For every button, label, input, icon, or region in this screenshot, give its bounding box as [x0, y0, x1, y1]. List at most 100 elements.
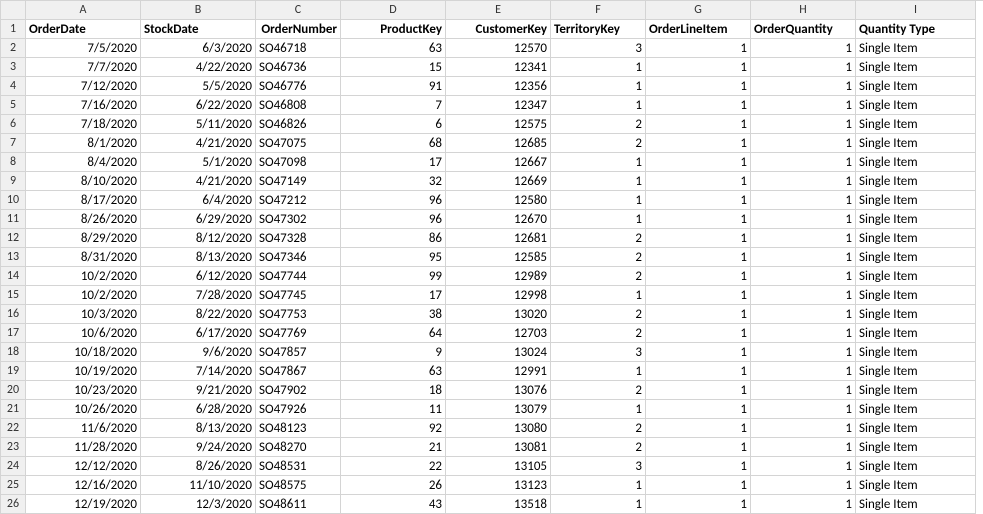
data-cell[interactable]: 1 — [751, 229, 856, 248]
data-cell[interactable]: 6/29/2020 — [141, 210, 256, 229]
data-cell[interactable]: SO47902 — [256, 381, 341, 400]
data-cell[interactable]: 1 — [751, 324, 856, 343]
data-cell[interactable]: 1 — [551, 77, 646, 96]
data-cell[interactable]: 43 — [341, 495, 446, 514]
data-cell[interactable]: 1 — [751, 267, 856, 286]
data-cell[interactable]: SO47346 — [256, 248, 341, 267]
data-cell[interactable]: 92 — [341, 419, 446, 438]
data-cell[interactable]: 13024 — [446, 343, 551, 362]
data-cell[interactable]: Single Item — [856, 210, 976, 229]
data-cell[interactable]: 1 — [751, 77, 856, 96]
data-cell[interactable]: 1 — [646, 248, 751, 267]
data-cell[interactable]: SO47098 — [256, 153, 341, 172]
data-cell[interactable]: 9/21/2020 — [141, 381, 256, 400]
data-cell[interactable]: 13020 — [446, 305, 551, 324]
data-cell[interactable]: 1 — [551, 495, 646, 514]
data-cell[interactable]: 8/26/2020 — [26, 210, 141, 229]
data-cell[interactable]: 1 — [646, 77, 751, 96]
data-cell[interactable]: SO46776 — [256, 77, 341, 96]
data-cell[interactable]: 1 — [646, 153, 751, 172]
data-cell[interactable]: 8/17/2020 — [26, 191, 141, 210]
row-header-8[interactable]: 8 — [1, 153, 26, 172]
data-cell[interactable]: 7/28/2020 — [141, 286, 256, 305]
data-cell[interactable]: SO48575 — [256, 476, 341, 495]
data-cell[interactable]: 1 — [646, 343, 751, 362]
data-cell[interactable]: 7/7/2020 — [26, 58, 141, 77]
row-header-12[interactable]: 12 — [1, 229, 26, 248]
data-cell[interactable]: 1 — [751, 153, 856, 172]
data-cell[interactable]: 9/24/2020 — [141, 438, 256, 457]
data-cell[interactable]: 63 — [341, 39, 446, 58]
col-header-G[interactable]: G — [646, 1, 751, 20]
header-cell[interactable]: OrderDate — [26, 20, 141, 39]
data-cell[interactable]: 10/3/2020 — [26, 305, 141, 324]
data-cell[interactable]: SO47075 — [256, 134, 341, 153]
data-cell[interactable]: 2 — [551, 134, 646, 153]
data-cell[interactable]: SO47328 — [256, 229, 341, 248]
data-cell[interactable]: 1 — [646, 305, 751, 324]
data-cell[interactable]: Single Item — [856, 419, 976, 438]
data-cell[interactable]: Single Item — [856, 267, 976, 286]
data-cell[interactable]: 1 — [646, 134, 751, 153]
data-cell[interactable]: 6/28/2020 — [141, 400, 256, 419]
data-cell[interactable]: SO46718 — [256, 39, 341, 58]
data-cell[interactable]: 2 — [551, 324, 646, 343]
data-cell[interactable]: 8/10/2020 — [26, 172, 141, 191]
data-cell[interactable]: SO48270 — [256, 438, 341, 457]
data-cell[interactable]: 1 — [646, 476, 751, 495]
row-header-24[interactable]: 24 — [1, 457, 26, 476]
data-cell[interactable]: 26 — [341, 476, 446, 495]
data-cell[interactable]: 1 — [551, 58, 646, 77]
data-cell[interactable]: Single Item — [856, 343, 976, 362]
data-cell[interactable]: 96 — [341, 191, 446, 210]
data-cell[interactable]: 13123 — [446, 476, 551, 495]
data-cell[interactable]: 1 — [551, 286, 646, 305]
data-cell[interactable]: 2 — [551, 267, 646, 286]
data-cell[interactable]: 12585 — [446, 248, 551, 267]
data-cell[interactable]: 1 — [551, 362, 646, 381]
data-cell[interactable]: SO47926 — [256, 400, 341, 419]
data-cell[interactable]: 13076 — [446, 381, 551, 400]
data-cell[interactable]: 86 — [341, 229, 446, 248]
data-cell[interactable]: 8/29/2020 — [26, 229, 141, 248]
data-cell[interactable]: 38 — [341, 305, 446, 324]
col-header-A[interactable]: A — [26, 1, 141, 20]
data-cell[interactable]: Single Item — [856, 400, 976, 419]
data-cell[interactable]: 1 — [646, 58, 751, 77]
data-cell[interactable]: 21 — [341, 438, 446, 457]
data-cell[interactable]: Single Item — [856, 248, 976, 267]
data-cell[interactable]: 2 — [551, 305, 646, 324]
data-cell[interactable]: Single Item — [856, 362, 976, 381]
data-cell[interactable]: 1 — [751, 115, 856, 134]
col-header-H[interactable]: H — [751, 1, 856, 20]
row-header-5[interactable]: 5 — [1, 96, 26, 115]
data-cell[interactable]: Single Item — [856, 229, 976, 248]
data-cell[interactable]: SO46808 — [256, 96, 341, 115]
data-cell[interactable]: Single Item — [856, 172, 976, 191]
data-cell[interactable]: 6/17/2020 — [141, 324, 256, 343]
data-cell[interactable]: 1 — [551, 172, 646, 191]
row-header-14[interactable]: 14 — [1, 267, 26, 286]
data-cell[interactable]: 1 — [751, 305, 856, 324]
col-header-C[interactable]: C — [256, 1, 341, 20]
data-cell[interactable]: 12703 — [446, 324, 551, 343]
data-cell[interactable]: 1 — [646, 191, 751, 210]
data-cell[interactable]: 10/2/2020 — [26, 286, 141, 305]
data-cell[interactable]: 6/22/2020 — [141, 96, 256, 115]
header-cell[interactable]: OrderNumber — [256, 20, 341, 39]
data-cell[interactable]: 11/28/2020 — [26, 438, 141, 457]
data-cell[interactable]: 4/21/2020 — [141, 172, 256, 191]
data-cell[interactable]: 63 — [341, 362, 446, 381]
data-cell[interactable]: 13079 — [446, 400, 551, 419]
data-cell[interactable]: 12570 — [446, 39, 551, 58]
data-cell[interactable]: 1 — [551, 210, 646, 229]
data-cell[interactable]: 1 — [751, 191, 856, 210]
row-header-22[interactable]: 22 — [1, 419, 26, 438]
data-cell[interactable]: 1 — [646, 362, 751, 381]
data-cell[interactable]: 11/6/2020 — [26, 419, 141, 438]
header-cell[interactable]: ProductKey — [341, 20, 446, 39]
data-cell[interactable]: 2 — [551, 419, 646, 438]
row-header-4[interactable]: 4 — [1, 77, 26, 96]
data-cell[interactable]: 12998 — [446, 286, 551, 305]
header-cell[interactable]: Quantity Type — [856, 20, 976, 39]
